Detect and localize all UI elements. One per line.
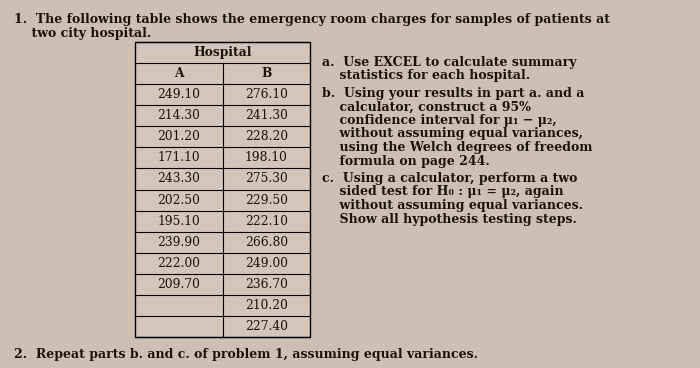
Text: calculator, construct a 95%: calculator, construct a 95% [322,100,531,113]
Text: 243.30: 243.30 [158,173,200,185]
Text: without assuming equal variances,: without assuming equal variances, [322,127,583,141]
Text: 222.10: 222.10 [245,215,288,227]
Text: 214.30: 214.30 [158,109,200,122]
Text: statistics for each hospital.: statistics for each hospital. [322,70,530,82]
Text: 229.50: 229.50 [245,194,288,206]
Text: Show all hypothesis testing steps.: Show all hypothesis testing steps. [322,212,577,226]
Text: A: A [174,67,183,80]
Text: b.  Using your results in part a. and a: b. Using your results in part a. and a [322,87,584,100]
Text: 228.20: 228.20 [245,130,288,143]
Text: 198.10: 198.10 [245,151,288,164]
Text: a.  Use EXCEL to calculate summary: a. Use EXCEL to calculate summary [322,56,577,69]
Text: 222.00: 222.00 [158,257,200,270]
Text: 266.80: 266.80 [245,236,288,249]
Text: 239.90: 239.90 [158,236,200,249]
Text: 249.00: 249.00 [245,257,288,270]
Text: 202.50: 202.50 [158,194,200,206]
Text: 236.70: 236.70 [245,278,288,291]
Text: sided test for H₀ : μ₁ = μ₂, again: sided test for H₀ : μ₁ = μ₂, again [322,185,564,198]
Text: 195.10: 195.10 [158,215,200,227]
Text: 241.30: 241.30 [245,109,288,122]
Text: two city hospital.: two city hospital. [14,27,151,40]
Text: 275.30: 275.30 [245,173,288,185]
Text: 276.10: 276.10 [245,88,288,101]
Text: 227.40: 227.40 [245,320,288,333]
Text: 249.10: 249.10 [158,88,200,101]
Text: 2.  Repeat parts b. and c. of problem 1, assuming equal variances.: 2. Repeat parts b. and c. of problem 1, … [14,348,478,361]
Text: 210.20: 210.20 [245,299,288,312]
Text: 209.70: 209.70 [158,278,200,291]
Text: 171.10: 171.10 [158,151,200,164]
Text: c.  Using a calculator, perform a two: c. Using a calculator, perform a two [322,172,578,185]
Bar [135,42,310,337]
Text: using the Welch degrees of freedom: using the Welch degrees of freedom [322,141,592,154]
Text: 1.  The following table shows the emergency room charges for samples of patients: 1. The following table shows the emergen… [14,13,610,26]
Text: Hospital: Hospital [193,46,252,59]
Text: 201.20: 201.20 [158,130,200,143]
Text: confidence interval for μ₁ − μ₂,: confidence interval for μ₁ − μ₂, [322,114,556,127]
Text: without assuming equal variances.: without assuming equal variances. [322,199,583,212]
Text: B: B [261,67,272,80]
Text: formula on page 244.: formula on page 244. [322,155,490,167]
